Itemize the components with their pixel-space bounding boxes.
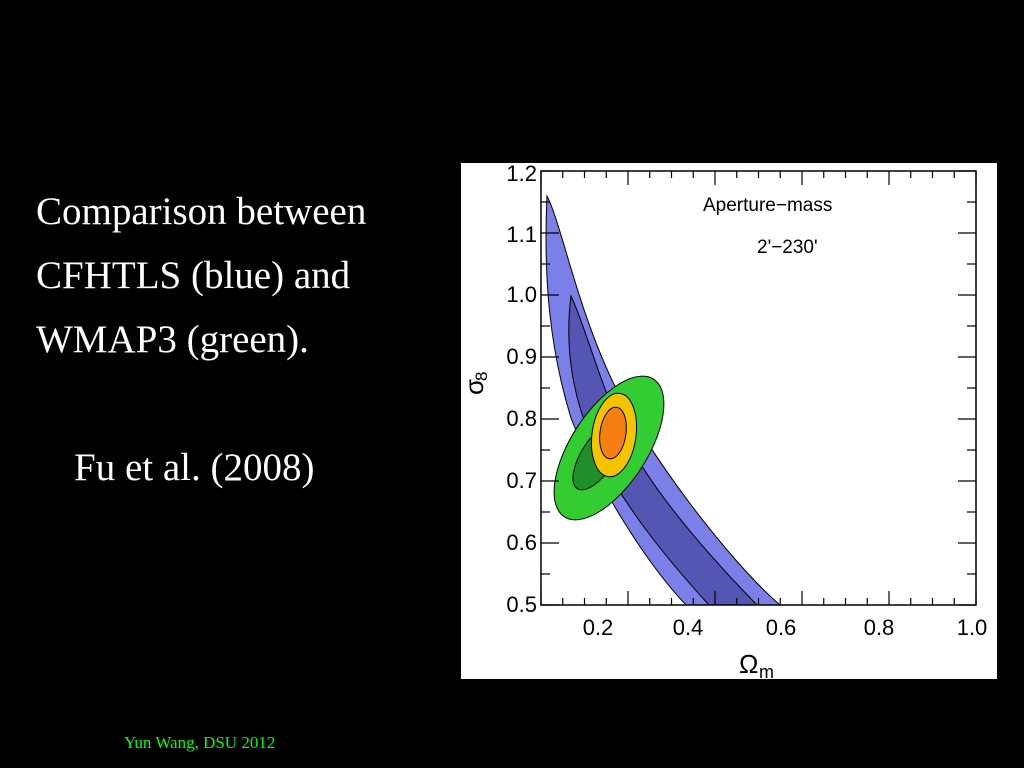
y-tick-label: 0.8 [506, 406, 537, 431]
contour-plot: 0.5 0.6 0.7 0.8 0.9 1.0 1.1 1.2 0.2 0.4 … [461, 163, 997, 679]
tick-marks [540, 170, 977, 606]
caption-line-1: Comparison between [36, 190, 367, 233]
x-axis-label-subscript: m [759, 662, 774, 679]
x-tick-label: 0.4 [673, 615, 704, 640]
x-axis-label: Ω [739, 649, 758, 679]
x-tick-label: 1.0 [957, 615, 988, 640]
footer-credit: Yun Wang, DSU 2012 [124, 733, 276, 752]
caption-line-3: WMAP3 (green). [36, 318, 309, 361]
y-tick-label: 0.9 [506, 344, 537, 369]
x-tick-label: 0.2 [583, 615, 614, 640]
joint-inner-contour [599, 406, 627, 460]
y-axis-label-subscript: 8 [472, 372, 491, 381]
slide-caption: Comparison between CFHTLS (blue) and WMA… [36, 180, 366, 372]
y-tick-label: 1.1 [506, 222, 537, 247]
y-axis-label: σ [461, 379, 489, 395]
x-tick-label: 0.6 [766, 615, 797, 640]
citation-text: Fu et al. (2008) [74, 446, 315, 489]
plot-title: Aperture−mass [703, 195, 832, 216]
y-tick-label: 1.2 [506, 163, 537, 186]
x-tick-label: 0.8 [864, 615, 895, 640]
plot-subtitle: 2'−230' [757, 237, 818, 258]
y-tick-label: 0.6 [506, 530, 537, 555]
y-tick-label: 0.5 [506, 592, 537, 617]
y-tick-label: 0.7 [506, 468, 537, 493]
contour-plot-svg: 0.5 0.6 0.7 0.8 0.9 1.0 1.1 1.2 0.2 0.4 … [461, 163, 988, 679]
caption-line-2: CFHTLS (blue) and [36, 254, 351, 297]
y-tick-label: 1.0 [506, 282, 537, 307]
